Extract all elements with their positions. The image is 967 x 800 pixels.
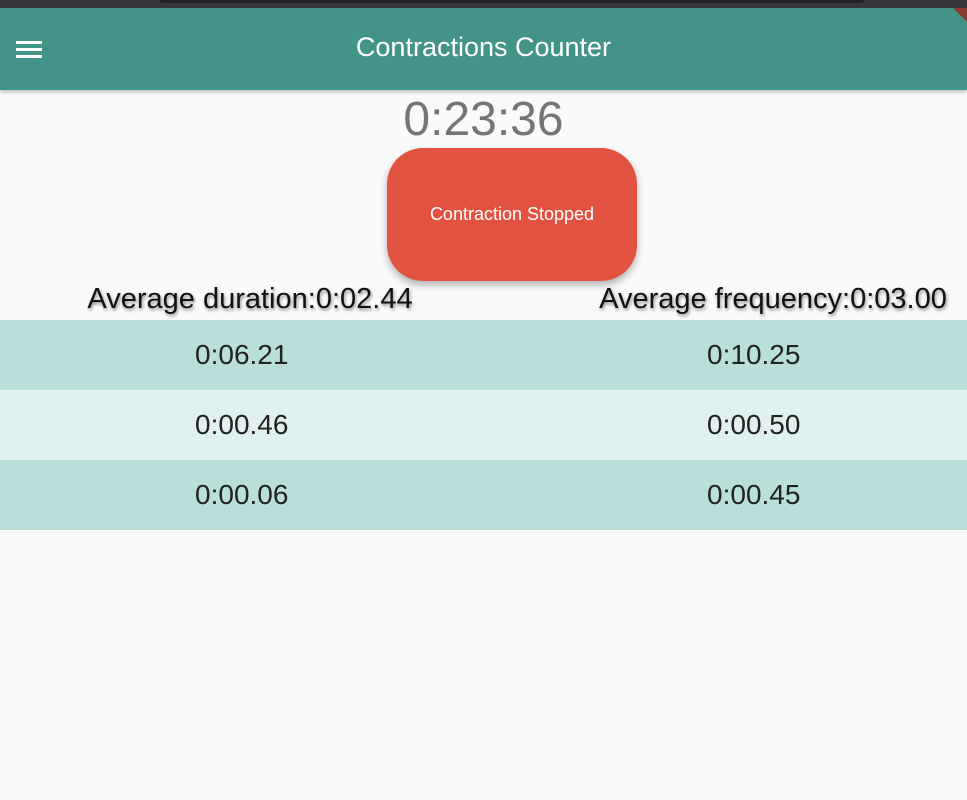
table-row: 0:00.46 0:00.50 bbox=[0, 390, 967, 460]
contractions-table: 0:06.21 0:10.25 0:00.46 0:00.50 0:00.06 … bbox=[0, 320, 967, 530]
average-frequency: Average frequency:0:03.00 bbox=[599, 283, 947, 315]
average-duration: Average duration:0:02.44 bbox=[87, 283, 413, 315]
app-bar: Contractions Counter bbox=[0, 8, 967, 90]
duration-cell: 0:00.06 bbox=[195, 479, 289, 510]
window-handle bbox=[160, 0, 864, 3]
table-row: 0:00.06 0:00.45 bbox=[0, 460, 967, 530]
duration-cell: 0:06.21 bbox=[195, 339, 289, 370]
frequency-cell: 0:00.50 bbox=[707, 409, 801, 440]
debug-banner bbox=[953, 8, 967, 22]
system-status-bar bbox=[0, 0, 967, 8]
frequency-cell: 0:10.25 bbox=[707, 339, 801, 370]
contraction-button-label: Contraction Stopped bbox=[429, 204, 595, 224]
menu-icon[interactable] bbox=[16, 41, 42, 59]
contraction-toggle-button[interactable]: Contraction Stopped bbox=[387, 148, 637, 281]
app-title: Contractions Counter bbox=[355, 32, 612, 62]
table-row: 0:06.21 0:10.25 bbox=[0, 320, 967, 390]
frequency-cell: 0:00.45 bbox=[707, 479, 801, 510]
duration-cell: 0:00.46 bbox=[195, 409, 289, 440]
elapsed-timer: 0:23:36 bbox=[403, 93, 564, 146]
